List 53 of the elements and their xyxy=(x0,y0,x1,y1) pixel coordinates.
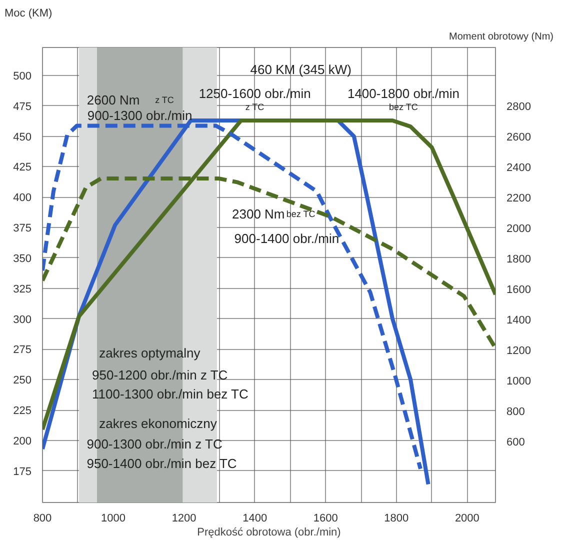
annotation: 950-1200 obr./min z TC xyxy=(92,367,228,382)
y-tick-label: 350 xyxy=(13,252,32,265)
y2-tick-label: 2400 xyxy=(506,162,531,174)
annotation: 900-1300 obr./min z TC xyxy=(86,436,222,452)
annotation: 1250-1600 obr./min xyxy=(198,86,311,102)
annotation: bez TC xyxy=(286,209,316,220)
annotation: zakres ekonomiczny xyxy=(99,416,218,431)
annotation: bez TC xyxy=(388,102,418,112)
y2-tick-label: 2000 xyxy=(506,222,531,235)
y2-tick-label: 2200 xyxy=(506,192,531,204)
annotation: 900-1300 obr./min xyxy=(87,108,192,124)
x-tick-label: 800 xyxy=(33,512,52,524)
annotation: z TC xyxy=(245,102,265,112)
annotation: 2300 Nm xyxy=(232,206,285,222)
y-tick-label: 225 xyxy=(13,405,32,418)
y-tick-label: 500 xyxy=(13,70,32,82)
y-tick-label: 425 xyxy=(13,162,32,174)
y2-tick-label: 600 xyxy=(506,436,525,448)
y-tick-label: 200 xyxy=(13,435,32,448)
y-tick-label: 250 xyxy=(13,374,32,387)
annotation: 2600 Nm xyxy=(86,92,140,108)
y-tick-label: 275 xyxy=(13,344,32,356)
x-axis-title: Prędkość obrotowa (obr./min) xyxy=(197,526,341,538)
y-tick-label: 300 xyxy=(13,314,32,326)
annotation: 1400-1800 obr./min xyxy=(347,86,460,102)
annotation: 950-1400 obr./min bez TC xyxy=(86,456,237,472)
x-tick-label: 1600 xyxy=(313,512,338,524)
annotation: 900-1400 obr./min xyxy=(234,231,340,246)
y2-tick-label: 1000 xyxy=(506,375,531,388)
y-axis-title: Moc (KM) xyxy=(4,8,52,20)
y-tick-label: 400 xyxy=(13,192,32,204)
annotation: 1100-1300 obr./min bez TC xyxy=(92,386,248,402)
x-tick-label: 1800 xyxy=(384,512,409,524)
y2-tick-label: 1400 xyxy=(506,314,531,326)
annotation: 460 KM (345 kW) xyxy=(250,62,352,77)
x-tick-label: 1000 xyxy=(101,512,126,524)
y-tick-label: 450 xyxy=(13,131,32,144)
x-tick-label: 2000 xyxy=(454,512,480,524)
y-tick-label: 325 xyxy=(13,283,32,296)
annotation: zakres optymalny xyxy=(99,345,201,360)
y2-tick-label: 1800 xyxy=(506,253,531,266)
y-tick-label: 175 xyxy=(13,466,32,478)
y-tick-label: 475 xyxy=(13,100,32,113)
y2-axis-title: Moment obrotowy (Nm) xyxy=(449,32,554,42)
y2-tick-label: 2600 xyxy=(506,131,531,144)
y-tick-label: 375 xyxy=(13,222,32,235)
y2-tick-label: 1200 xyxy=(506,344,531,357)
y2-tick-label: 800 xyxy=(506,406,525,418)
x-tick-label: 1400 xyxy=(242,512,268,524)
annotation: z TC xyxy=(155,94,174,105)
y2-tick-label: 1600 xyxy=(506,284,531,296)
y2-tick-label: 2800 xyxy=(506,100,531,113)
x-tick-label: 1200 xyxy=(172,512,196,524)
